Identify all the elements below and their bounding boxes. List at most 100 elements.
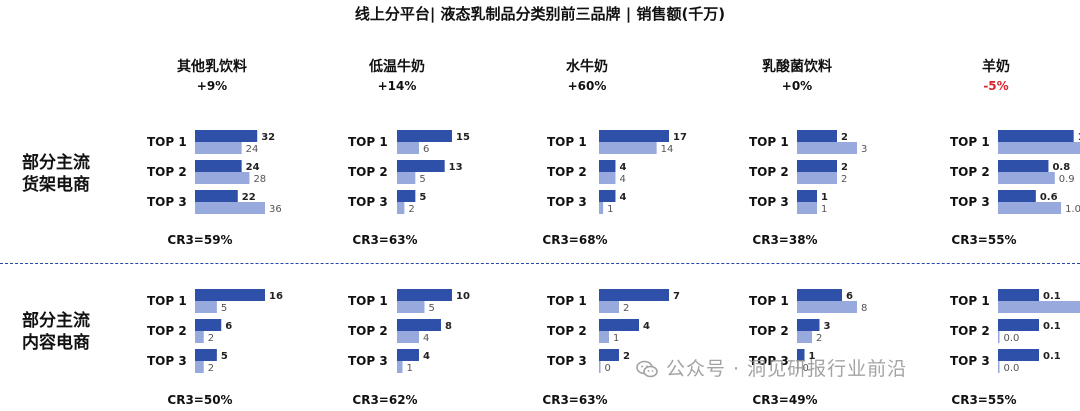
data-label-comparison: 36: [269, 204, 282, 215]
cr3-label: CR3=55%: [951, 233, 1016, 247]
data-label-primary: 5: [419, 192, 426, 203]
data-label-comparison: 2: [816, 333, 822, 344]
data-label-primary: 16: [269, 291, 283, 302]
bar-comparison: [998, 301, 1080, 313]
chart-title: 线上分平台| 液态乳制品分类别前三品牌 | 销售额(千万): [354, 5, 726, 23]
rank-label: TOP 2: [950, 324, 990, 338]
data-label-primary: 0.1: [1043, 321, 1061, 332]
data-label-primary: 24: [246, 162, 260, 173]
data-label-primary: 2: [841, 162, 848, 173]
bar-comparison: [797, 331, 812, 343]
data-label-comparison: 8: [861, 303, 867, 314]
growth-label: +60%: [568, 79, 607, 93]
bar-primary: [998, 160, 1049, 172]
cr3-label: CR3=50%: [167, 393, 232, 407]
bar-comparison: [797, 172, 837, 184]
row-label-shelf-ecommerce: 部分主流 货架电商: [22, 152, 90, 196]
bar-primary: [599, 349, 619, 361]
data-label-primary: 4: [423, 351, 430, 362]
bar-primary: [397, 349, 419, 361]
row-divider: [0, 263, 1080, 264]
cr3-label: CR3=63%: [542, 393, 607, 407]
rank-label: TOP 2: [348, 165, 388, 179]
bar-primary: [397, 160, 445, 172]
bar-primary: [797, 319, 820, 331]
bar-comparison: [397, 301, 425, 313]
rank-label: TOP 3: [950, 195, 990, 209]
data-label-comparison: 0.9: [1059, 174, 1075, 185]
rank-label: TOP 1: [547, 294, 587, 308]
bar-comparison: [195, 331, 204, 343]
bar-primary: [797, 190, 817, 202]
data-label-primary: 8: [445, 321, 452, 332]
bar-comparison: [797, 301, 857, 313]
rank-label: TOP 2: [749, 165, 789, 179]
data-label-comparison: 0: [605, 363, 611, 374]
data-label-primary: 17: [673, 132, 687, 143]
bar-primary: [797, 289, 842, 301]
rank-label: TOP 1: [749, 135, 789, 149]
bar-comparison: [599, 172, 616, 184]
bar-primary: [397, 319, 441, 331]
bar-comparison: [599, 331, 609, 343]
bar-primary: [397, 130, 452, 142]
data-label-primary: 7: [673, 291, 680, 302]
bar-comparison: [397, 172, 416, 184]
data-label-primary: 2: [623, 351, 630, 362]
data-label-comparison: 1: [607, 204, 613, 215]
row-label-content-ecommerce: 部分主流 内容电商: [22, 310, 90, 354]
rank-label: TOP 1: [348, 294, 388, 308]
data-label-primary: 10: [456, 291, 470, 302]
data-label-comparison: 1: [821, 204, 827, 215]
data-label-comparison: 14: [661, 144, 674, 155]
bar-primary: [195, 130, 258, 142]
cr3-label: CR3=59%: [167, 233, 232, 247]
bar-comparison: [195, 202, 265, 214]
rank-label: TOP 3: [749, 354, 789, 368]
category-header: 羊奶: [982, 58, 1010, 75]
rank-label: TOP 2: [147, 165, 187, 179]
rank-label: TOP 1: [749, 294, 789, 308]
growth-label: +14%: [378, 79, 417, 93]
bar-primary: [195, 319, 222, 331]
bar-primary: [397, 190, 416, 202]
data-label-primary: 4: [619, 192, 626, 203]
data-label-primary: 5: [221, 351, 228, 362]
data-label-comparison: 1: [407, 363, 413, 374]
cr3-label: CR3=38%: [752, 233, 817, 247]
rank-label: TOP 3: [348, 354, 388, 368]
data-label-comparison: 1.0: [1065, 204, 1080, 215]
bar-comparison: [998, 361, 1000, 373]
rank-label: TOP 2: [147, 324, 187, 338]
bar-comparison: [397, 331, 419, 343]
bar-primary: [998, 190, 1036, 202]
growth-label: -5%: [983, 79, 1008, 93]
bar-comparison: [599, 142, 657, 154]
watermark: 公众号 · 洞见研报行业前沿: [636, 354, 907, 381]
data-label-comparison: 2: [208, 333, 214, 344]
data-label-comparison: 2: [623, 303, 629, 314]
data-label-primary: 0.1: [1043, 351, 1061, 362]
category-header: 乳酸菌饮料: [762, 58, 832, 75]
bar-comparison: [397, 202, 405, 214]
data-label-primary: 4: [619, 162, 626, 173]
bar-primary: [797, 349, 805, 361]
data-label-comparison: 0.0: [1004, 333, 1020, 344]
data-label-comparison: 5: [419, 174, 425, 185]
bar-primary: [998, 289, 1039, 301]
data-label-comparison: 5: [221, 303, 227, 314]
data-label-primary: 2: [841, 132, 848, 143]
rank-label: TOP 3: [547, 354, 587, 368]
bar-primary: [599, 319, 639, 331]
row-label-line2: 内容电商: [22, 333, 90, 353]
bar-comparison: [599, 202, 604, 214]
row-label-line1: 部分主流: [22, 153, 90, 173]
data-label-primary: 15: [456, 132, 470, 143]
data-label-comparison: 5: [429, 303, 435, 314]
bar-comparison: [397, 361, 403, 373]
bar-primary: [998, 349, 1039, 361]
bar-comparison: [797, 202, 817, 214]
rank-label: TOP 2: [348, 324, 388, 338]
row-label-line1: 部分主流: [22, 311, 90, 331]
rank-label: TOP 2: [950, 165, 990, 179]
